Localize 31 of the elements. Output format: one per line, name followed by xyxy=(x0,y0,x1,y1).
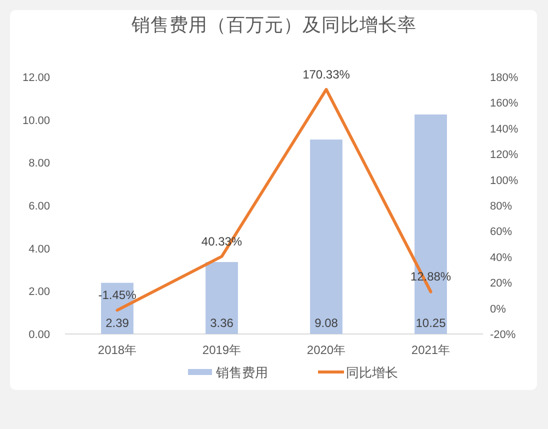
y-tick: 0.00 xyxy=(28,329,50,341)
title: 销售费用（百万元）及同比增长率 xyxy=(132,14,416,35)
legend-label: 销售费用 xyxy=(216,365,268,380)
x-tick: 2021年 xyxy=(411,343,450,357)
y-tick: 4.00 xyxy=(28,243,50,256)
y2-tick: 160% xyxy=(490,98,518,110)
x-tick: 2018年 xyxy=(98,343,137,357)
data-label: 9.08 xyxy=(314,316,338,330)
y2-tick: 60% xyxy=(490,226,512,238)
y2-tick: 100% xyxy=(490,174,518,187)
y2-tick: 20% xyxy=(490,278,512,290)
y2-tick: 0% xyxy=(490,303,506,316)
y2-tick: 140% xyxy=(490,123,518,136)
data-label: 3.36 xyxy=(210,316,234,330)
x-tick: 2019年 xyxy=(202,343,242,357)
data-label: 10.25 xyxy=(416,316,446,330)
data-label: 170.33% xyxy=(302,67,350,82)
data-label: 2.39 xyxy=(106,316,129,330)
x-tick: 2020年 xyxy=(306,343,346,357)
y-tick: 6.00 xyxy=(28,200,50,212)
y2-tick: 180% xyxy=(490,72,518,84)
y-tick: 8.00 xyxy=(28,158,50,170)
y-tick: 12.00 xyxy=(22,72,50,84)
y-tick: 2.00 xyxy=(28,286,50,298)
legend-label: 同比增长 xyxy=(346,365,398,380)
data-label: -1.45% xyxy=(98,288,136,302)
y2-tick: 80% xyxy=(490,200,512,212)
y2-tick: 40% xyxy=(490,252,512,264)
y2-tick: 120% xyxy=(490,149,518,162)
y-tick: 10.00 xyxy=(22,114,50,127)
y2-tick: -20% xyxy=(490,329,516,341)
